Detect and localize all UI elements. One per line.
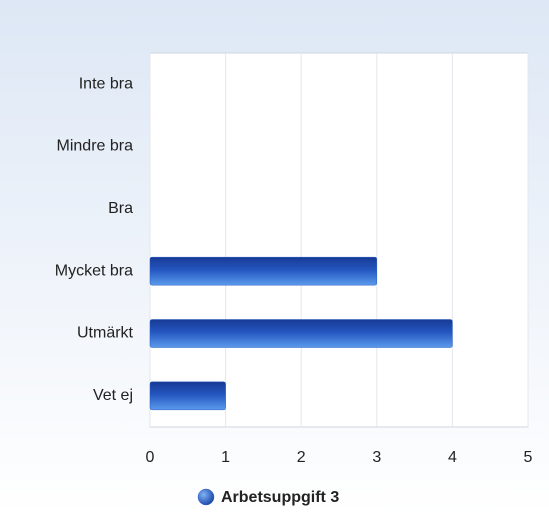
bar [149, 256, 378, 286]
x-tick-label: 0 [146, 449, 155, 466]
y-tick-label: Utmärkt [77, 325, 134, 342]
y-tick-label: Inte bra [79, 75, 133, 92]
legend-label: Arbetsuppgift 3 [221, 489, 339, 506]
y-tick-label: Mycket bra [55, 262, 133, 279]
x-tick-label: 2 [297, 449, 306, 466]
y-tick-label: Vet ej [93, 387, 133, 404]
bar [149, 381, 226, 411]
y-tick-label: Bra [108, 200, 133, 217]
y-tick-label: Mindre bra [57, 138, 134, 155]
bar [149, 319, 453, 348]
x-tick-label: 1 [221, 449, 230, 466]
plot-area [149, 52, 529, 428]
x-tick-label: 4 [448, 449, 457, 466]
legend-swatch [197, 488, 215, 506]
x-tick-label: 3 [372, 449, 381, 466]
x-tick-label: 5 [524, 449, 533, 466]
